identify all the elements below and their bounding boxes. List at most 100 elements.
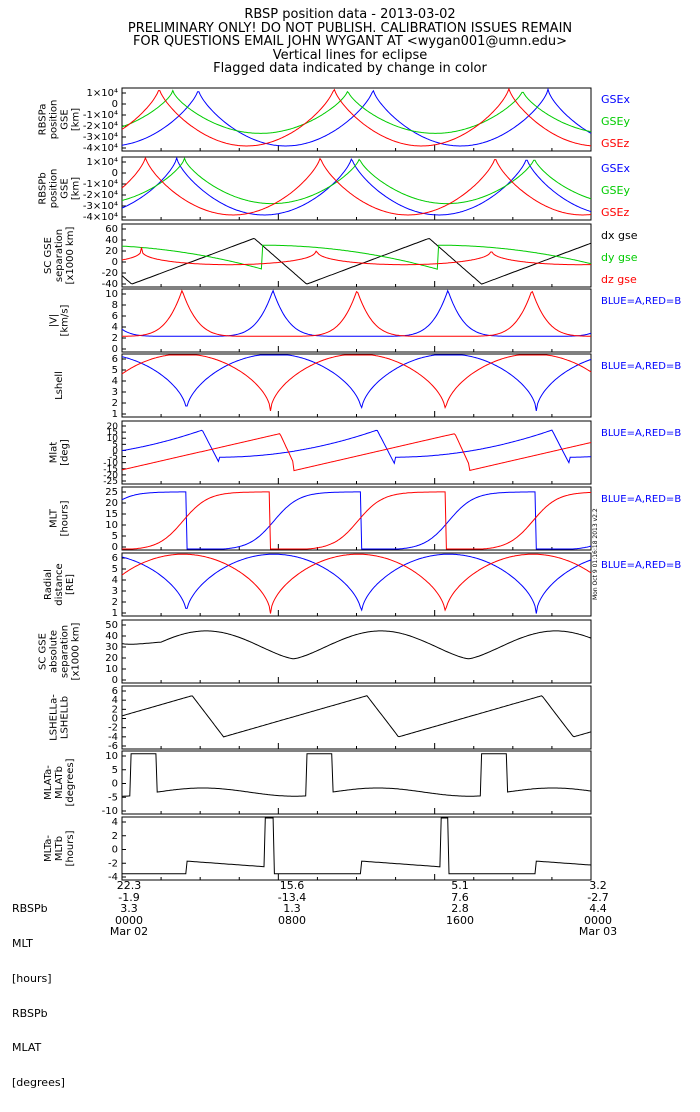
- footer-value: [262, 926, 322, 938]
- y-axis-label: [x1000 km]: [65, 226, 76, 284]
- y-tick-label: 20: [107, 422, 119, 432]
- y-tick-label: 0: [112, 779, 118, 790]
- y-tick-label: -10: [103, 459, 118, 469]
- y-axis-label: MLTa-: [43, 835, 54, 862]
- footer-value: -1.9: [118, 890, 140, 904]
- y-axis-label: [hours]: [65, 830, 76, 866]
- legend-entry: dx gse: [601, 229, 638, 242]
- footer-value: 22.3: [116, 879, 142, 892]
- y-tick-label: 0: [112, 99, 118, 110]
- panel-frame: [121, 750, 592, 815]
- series-line: [121, 695, 592, 738]
- title-line: RBSP position data - 2013-03-02: [244, 7, 456, 22]
- panel-frame: [121, 288, 592, 353]
- footer-value: 0000: [584, 913, 612, 927]
- legend-entry: GSEy: [601, 184, 630, 197]
- series-line: [122, 753, 592, 797]
- y-tick-label: -4: [108, 732, 118, 743]
- series-line: [121, 87, 592, 147]
- y-tick-label: -2×10⁴: [83, 190, 118, 201]
- y-tick-label: 0: [112, 542, 118, 553]
- eclipse-note: Vertical lines for eclipse: [272, 47, 428, 63]
- panel-frame: [121, 619, 592, 684]
- series-line: [121, 354, 592, 411]
- footer-column: 22.3 -1.9 3.3 0000 Mar 02: [99, 880, 159, 938]
- y-axis-label: [km]: [71, 177, 82, 200]
- series-line: [121, 156, 592, 216]
- series-line: [121, 156, 592, 205]
- y-axis-label: SC GSE: [38, 633, 49, 670]
- y-tick-label: -2: [108, 858, 118, 869]
- legend-entry: BLUE=A,RED=B: [601, 494, 681, 505]
- series-line: [121, 553, 592, 614]
- y-tick-label: 10: [107, 434, 119, 444]
- y-tick-label: -25: [103, 477, 118, 487]
- footer-label: [degrees]: [12, 1076, 65, 1090]
- y-tick-label: -2: [108, 723, 118, 734]
- y-axis-label: [km]: [71, 108, 82, 131]
- y-axis-label: position: [49, 169, 60, 209]
- y-tick-label: 0: [112, 168, 118, 179]
- footer-label: MLAT: [12, 1041, 42, 1055]
- series-line: [122, 289, 591, 337]
- panel-frame: [121, 816, 592, 881]
- footer-value: -13.4: [277, 890, 307, 904]
- legend-entry: dz gse: [601, 273, 637, 286]
- y-tick-label: -2×10⁴: [83, 121, 118, 132]
- series-line: [121, 87, 592, 147]
- y-tick-label: 30: [105, 642, 118, 653]
- y-tick-label: 40: [105, 631, 118, 642]
- y-axis-label: distance: [54, 563, 65, 605]
- legend-entry: BLUE=A,RED=B: [601, 560, 681, 571]
- series-line: [121, 433, 592, 472]
- footer-label: MLT: [12, 936, 33, 950]
- warning-line: PRELIMINARY ONLY! DO NOT PUBLISH. CALIBR…: [127, 20, 573, 36]
- y-tick-label: -20: [103, 471, 118, 481]
- y-tick-label: -5: [109, 453, 118, 463]
- y-tick-label: -3×10⁴: [83, 201, 118, 212]
- series-line: [121, 247, 592, 266]
- y-tick-label: 20: [105, 653, 118, 664]
- y-tick-label: 5: [112, 564, 118, 575]
- panel-frame: [121, 486, 592, 551]
- y-tick-label: 3: [112, 387, 118, 398]
- y-tick-label: 6: [112, 354, 118, 365]
- y-axis-label: LSHELLb: [60, 696, 71, 739]
- y-axis-label: [RE]: [65, 574, 76, 595]
- y-tick-label: -4×10⁴: [83, 212, 118, 223]
- panel-frame: [121, 420, 592, 485]
- y-tick-label: 1×10⁴: [87, 157, 118, 168]
- y-axis-label: GSE: [60, 178, 71, 198]
- footer-value: 5.1: [451, 879, 469, 892]
- y-tick-label: 0: [112, 446, 118, 456]
- series-line: [121, 630, 592, 660]
- y-tick-label: 10: [105, 289, 118, 300]
- footer-value: 4.4: [589, 902, 607, 916]
- y-axis-label: RBSPb: [38, 172, 49, 204]
- y-tick-label: 1: [112, 608, 118, 619]
- series-line: [122, 491, 592, 550]
- legend-entry: GSEx: [601, 162, 630, 175]
- footer-column: 15.6 -13.4 1.3 0800: [262, 880, 322, 938]
- y-tick-label: 1: [112, 409, 118, 420]
- footer-value: [430, 926, 490, 938]
- footer-value: 3.2: [589, 879, 607, 892]
- y-tick-label: 2: [112, 704, 118, 715]
- flag-note: Flagged data indicated by change in colo…: [213, 61, 487, 76]
- y-tick-label: -20: [102, 268, 118, 279]
- y-axis-label: MLATa-: [43, 765, 54, 800]
- y-tick-label: -1×10⁴: [83, 179, 118, 190]
- y-tick-label: -10: [102, 806, 118, 817]
- y-tick-label: 3: [112, 586, 118, 597]
- panel-frame: [121, 223, 592, 288]
- y-axis-label: MLATb: [54, 766, 65, 799]
- series-line: [121, 553, 592, 614]
- legend-entry: GSEz: [601, 206, 629, 219]
- y-tick-label: 2: [112, 333, 118, 344]
- plot-header: RBSP position data - 2013-03-02 PRELIMIN…: [0, 8, 700, 76]
- footer-value: Mar 02: [109, 925, 149, 939]
- y-tick-label: 15: [105, 509, 118, 520]
- y-tick-label: -6: [108, 741, 118, 752]
- series-line: [121, 354, 592, 411]
